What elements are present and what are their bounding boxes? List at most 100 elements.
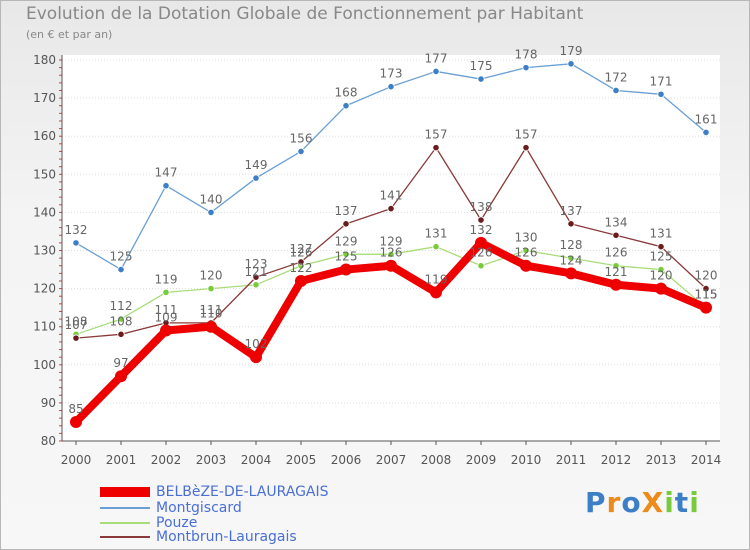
data-point-2[interactable] (477, 262, 485, 270)
data-label-1: 125 (110, 250, 133, 264)
data-label-0: 102 (245, 337, 268, 351)
data-label-3: 137 (560, 204, 583, 218)
data-label-3: 127 (290, 242, 313, 256)
data-label-0: 97 (113, 356, 128, 370)
data-point-0[interactable] (205, 320, 217, 333)
data-point-0[interactable] (700, 301, 712, 314)
proxiti-logo[interactable]: ProXiti (585, 486, 700, 519)
legend-item-montbrun[interactable]: Montbrun-Lauragais (100, 529, 297, 545)
data-label-3: 120 (695, 269, 718, 283)
data-point-1[interactable] (522, 64, 530, 72)
data-point-3[interactable] (612, 231, 620, 239)
data-point-0[interactable] (475, 236, 487, 249)
logo-letter: t (674, 486, 690, 519)
data-point-0[interactable] (295, 274, 307, 287)
data-point-0[interactable] (250, 351, 262, 364)
data-label-1: 175 (470, 59, 493, 73)
data-point-0[interactable] (655, 282, 667, 295)
data-label-3: 138 (470, 200, 493, 214)
data-point-2[interactable] (207, 284, 215, 293)
data-point-3[interactable] (252, 273, 260, 281)
data-point-1[interactable] (297, 147, 305, 156)
data-label-0: 85 (68, 402, 83, 416)
logo-letter: r (606, 486, 622, 519)
data-point-3[interactable] (387, 204, 395, 213)
data-point-2[interactable] (342, 250, 350, 258)
data-point-1[interactable] (72, 239, 80, 247)
data-point-0[interactable] (520, 259, 532, 272)
data-label-1: 140 (200, 192, 223, 206)
data-point-3[interactable] (522, 144, 530, 152)
data-label-2: 125 (650, 250, 673, 264)
data-point-2[interactable] (162, 288, 170, 297)
data-point-1[interactable] (702, 128, 710, 136)
data-point-3[interactable] (567, 220, 575, 228)
data-point-2[interactable] (522, 246, 530, 255)
data-point-2[interactable] (657, 265, 665, 274)
data-point-1[interactable] (162, 182, 170, 190)
data-point-0[interactable] (565, 267, 577, 280)
data-point-2[interactable] (117, 315, 125, 323)
data-label-2: 129 (335, 234, 358, 248)
data-label-1: 156 (290, 131, 313, 145)
data-label-0: 121 (605, 265, 628, 279)
y-tick-label: 100 (33, 358, 56, 372)
data-label-2: 131 (425, 227, 448, 241)
data-label-2: 119 (155, 272, 178, 286)
x-tick-label: 2014 (691, 453, 722, 467)
data-point-3[interactable] (432, 144, 440, 152)
y-tick-label: 160 (33, 129, 56, 143)
plot-area (62, 55, 720, 441)
data-point-2[interactable] (432, 243, 440, 251)
data-label-3: 111 (200, 303, 223, 317)
data-point-1[interactable] (477, 75, 485, 83)
data-label-3: 157 (515, 128, 538, 142)
data-point-0[interactable] (70, 415, 82, 428)
x-tick-label: 2000 (61, 453, 92, 467)
y-tick-label: 170 (33, 91, 56, 105)
y-tick-label: 140 (33, 205, 56, 219)
x-tick-label: 2011 (556, 453, 587, 467)
legend-item-pouze[interactable]: Pouze (100, 515, 197, 531)
data-point-0[interactable] (430, 286, 442, 299)
legend-label-belbeze: BELBèZE-DE-LAURAGAIS (156, 484, 329, 500)
data-point-1[interactable] (432, 67, 440, 76)
data-point-0[interactable] (385, 259, 397, 272)
x-tick-label: 2006 (331, 453, 362, 467)
data-point-3[interactable] (477, 216, 485, 224)
data-point-0[interactable] (340, 263, 352, 276)
data-point-3[interactable] (297, 258, 305, 266)
data-point-1[interactable] (387, 83, 395, 91)
data-label-2: 115 (695, 288, 718, 302)
x-tick-label: 2009 (466, 453, 497, 467)
data-point-0[interactable] (160, 324, 172, 337)
legend-swatch-pouze (100, 522, 150, 524)
data-point-1[interactable] (117, 265, 125, 274)
y-tick-label: 130 (33, 244, 56, 258)
data-point-1[interactable] (252, 174, 260, 182)
data-point-1[interactable] (342, 102, 350, 110)
data-point-1[interactable] (567, 60, 575, 68)
data-point-3[interactable] (657, 243, 665, 251)
data-point-2[interactable] (252, 281, 260, 289)
legend-item-belbeze[interactable]: BELBèZE-DE-LAURAGAIS (100, 484, 329, 500)
data-point-3[interactable] (117, 330, 125, 338)
logo-letter: i (664, 486, 675, 519)
data-point-1[interactable] (612, 86, 620, 95)
data-point-0[interactable] (610, 278, 622, 291)
data-point-2[interactable] (567, 254, 575, 262)
data-point-1[interactable] (207, 208, 215, 216)
data-point-3[interactable] (72, 334, 80, 342)
logo-letter: P (585, 486, 607, 519)
data-point-1[interactable] (657, 90, 665, 98)
legend-swatch-belbeze (100, 487, 150, 497)
data-label-2: 126 (470, 246, 493, 260)
data-label-1: 171 (650, 74, 673, 88)
legend-item-montgiscard[interactable]: Montgiscard (100, 500, 242, 516)
data-point-0[interactable] (115, 370, 127, 383)
data-point-3[interactable] (702, 284, 710, 293)
data-label-2: 120 (200, 269, 223, 283)
data-point-2[interactable] (612, 262, 620, 270)
data-point-2[interactable] (387, 250, 395, 258)
data-point-3[interactable] (342, 220, 350, 228)
